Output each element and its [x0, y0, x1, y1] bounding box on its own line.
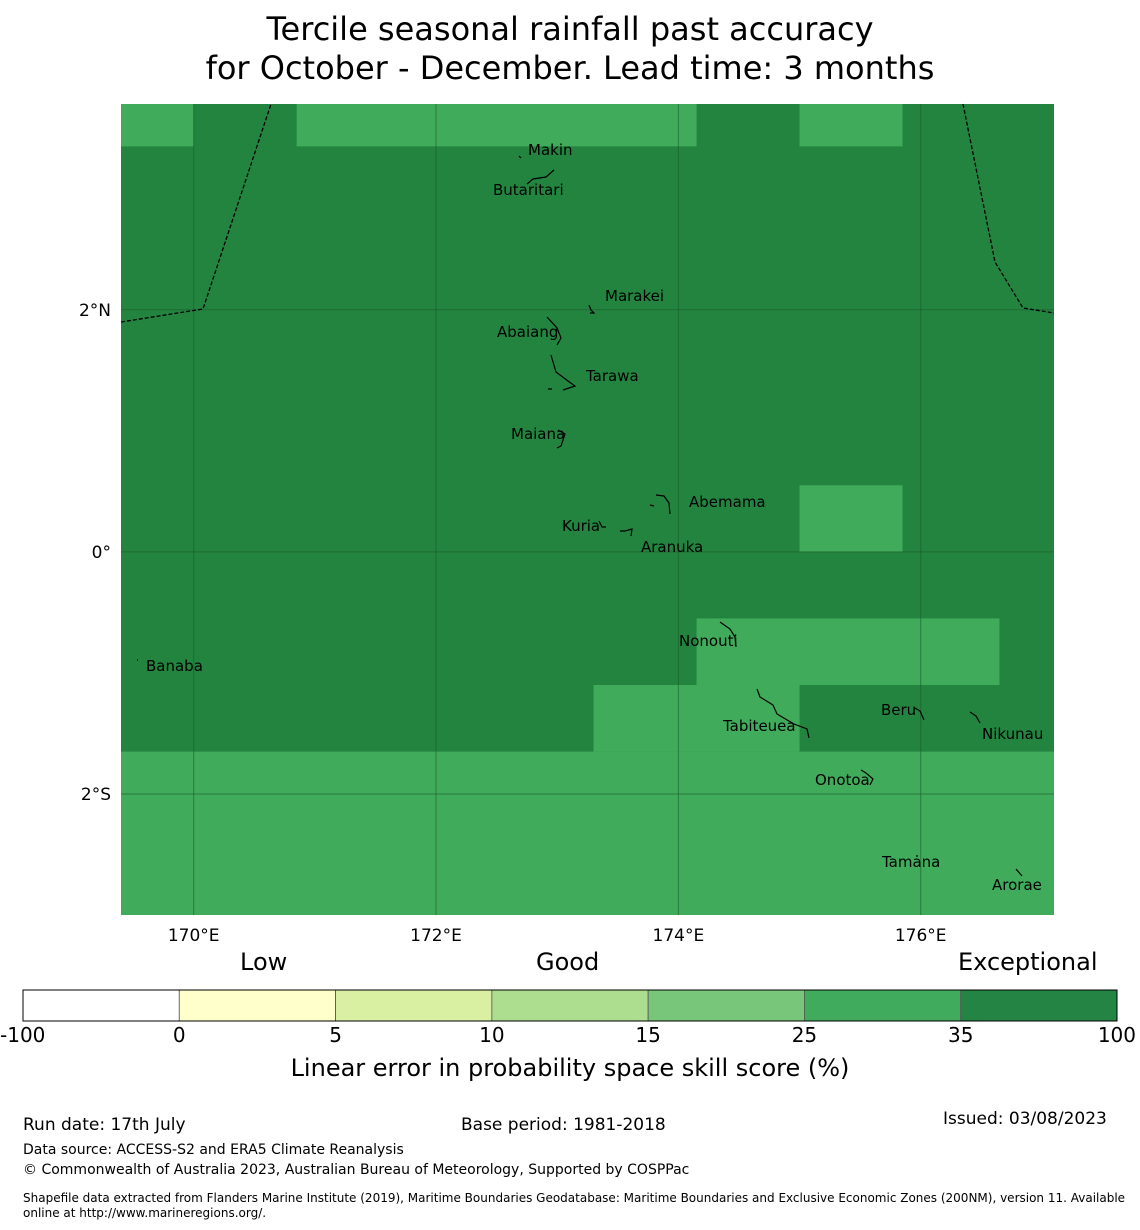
colorbar-segment: [647, 989, 805, 1022]
island-label: Nonouti: [679, 632, 738, 650]
chart-title: Tercile seasonal rainfall past accuracy …: [0, 10, 1140, 88]
colorbar-tick-label: 100: [1097, 1023, 1136, 1047]
island-label: Tamana: [881, 853, 940, 871]
island-label: Beru: [881, 701, 916, 719]
skill-cell-good-6: [121, 751, 1054, 915]
island-label: Arorae: [992, 876, 1042, 894]
colorbar-category-low: Low: [240, 948, 288, 976]
eez-boundary-line: [120, 103, 272, 323]
colorbar-segment: [178, 989, 336, 1022]
colorbar-outline: [22, 989, 1118, 1022]
island-label: Banaba: [146, 657, 203, 675]
skill-cell-good-0: [121, 104, 194, 147]
island-label: Kuria: [562, 517, 600, 535]
colorbar-segment: [491, 989, 649, 1022]
island-outline: [914, 707, 925, 721]
y-tick-label: 2°S: [81, 785, 111, 805]
island-outline: [1015, 868, 1023, 877]
colorbar-tick-label: 35: [947, 1023, 974, 1047]
island-outline: [860, 769, 874, 786]
base-period: Base period: 1981-2018: [461, 1115, 666, 1135]
skill-cells: [121, 104, 1054, 915]
map-gridlines: [121, 104, 1054, 915]
y-tick-label: 0°: [92, 543, 111, 563]
colorbar-segment: [335, 989, 493, 1022]
map-tick-labels: 170°E 172°E 174°E 176°E 2°N 0° 2°S: [79, 301, 947, 946]
colorbar-tick-label: 5: [329, 1023, 342, 1047]
skill-cell-good-3: [799, 485, 903, 552]
island-label: Onotoa: [815, 771, 870, 789]
colorbar-segment: [960, 989, 1118, 1022]
issued-date: Issued: 03/08/2023: [943, 1109, 1107, 1129]
island-outline: [719, 621, 737, 648]
skill-cell-good-5: [593, 685, 800, 752]
x-tick-label: 172°E: [410, 926, 462, 946]
colorbar-segment: [22, 989, 180, 1022]
colorbar-tick-label: 15: [635, 1023, 661, 1047]
colorbar-segment: [804, 989, 962, 1022]
shapefile-credit-line-2: online at http://www.marineregions.org/.: [23, 1206, 267, 1220]
title-line-1: Tercile seasonal rainfall past accuracy: [266, 10, 874, 48]
island-outline: [546, 316, 562, 346]
island-outline: [598, 520, 606, 528]
copyright: © Commonwealth of Australia 2023, Austra…: [23, 1162, 690, 1178]
island-label: Maiana: [511, 425, 565, 443]
island-outline: [526, 169, 555, 185]
colorbar-tick-label: 10: [479, 1023, 505, 1047]
colorbar-category-exceptional: Exceptional: [958, 948, 1098, 976]
island-label: Marakei: [605, 287, 664, 305]
island-label: Aranuka: [641, 538, 703, 556]
colorbar-tick-label: 0: [172, 1023, 186, 1047]
island-outline: [620, 528, 633, 537]
island-outline: [556, 429, 566, 449]
x-tick-label: 174°E: [653, 926, 705, 946]
island-outline: [756, 688, 810, 739]
eez-boundary-line: [962, 103, 1055, 314]
colorbar-tick-label: 25: [791, 1023, 818, 1047]
island-outline: [969, 711, 981, 724]
data-source: Data source: ACCESS-S2 and ERA5 Climate …: [23, 1142, 404, 1158]
island-label: Tarawa: [585, 367, 639, 385]
colorbar-tick-label: -100: [0, 1023, 46, 1047]
island-outline: [649, 494, 671, 515]
title-line-2: for October - December. Lead time: 3 mon…: [205, 49, 935, 87]
eez-boundaries: [120, 103, 1055, 323]
y-tick-label: 2°N: [79, 301, 111, 321]
island-label: Butaritari: [493, 181, 564, 199]
run-date: Run date: 17th July: [23, 1115, 186, 1135]
island-label: Nikunau: [982, 725, 1043, 743]
skill-cell-good-4: [696, 618, 1000, 686]
island-label: Abaiang: [497, 323, 558, 341]
island-label: Abemama: [689, 493, 766, 511]
shapefile-credit: Shapefile data extracted from Flanders M…: [23, 1191, 1138, 1221]
skill-map: Makin Butaritari Marakei Abaiang Tarawa Maian…: [79, 103, 1055, 946]
island-layer: Makin Butaritari Marakei Abaiang Tarawa Maian…: [137, 141, 1043, 894]
x-tick-label: 176°E: [895, 926, 947, 946]
skill-cell-good-2: [799, 104, 903, 147]
island-label: Makin: [528, 141, 573, 159]
colorbar-label: Linear error in probability space skill …: [290, 1054, 850, 1082]
island-outline: [588, 304, 596, 314]
island-label: Tabiteuea: [722, 717, 796, 735]
colorbar-category-good: Good: [536, 948, 600, 976]
island-outline: [548, 354, 577, 391]
island-outline: [518, 155, 522, 159]
skill-cell-good-1: [296, 104, 697, 147]
colorbar-boxes: [22, 989, 1118, 1022]
x-tick-label: 170°E: [168, 926, 220, 946]
shapefile-credit-line-1: Shapefile data extracted from Flanders M…: [23, 1191, 1126, 1205]
